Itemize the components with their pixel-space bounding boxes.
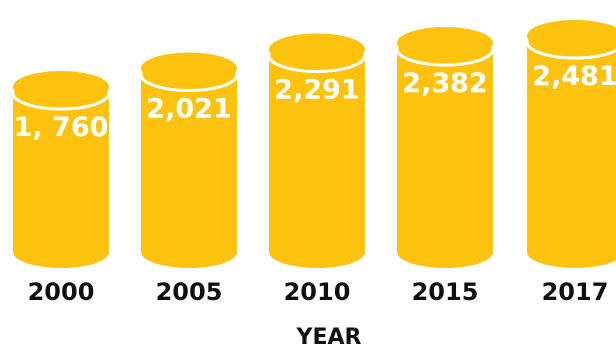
bar-top [13,71,109,103]
bar-top [141,52,237,85]
bar-base [527,236,616,268]
value-label: 2,481 [532,61,616,92]
x-axis-title: YEAR [296,325,362,350]
x-tick-label: 2015 [412,278,479,306]
x-tick-label: 2000 [28,278,95,306]
bar-base [269,236,365,268]
value-label: 2,291 [274,74,359,105]
bar-body [397,44,493,252]
bar-body [141,69,237,252]
bar-top [269,33,365,66]
bar-top [527,20,616,52]
value-label: 2,382 [402,68,487,99]
bar-body [13,88,109,252]
bar-body [527,37,616,252]
value-labels: 1, 760 2,021 2,291 2,382 2,481 [14,61,616,143]
x-tick-label: 2017 [542,278,609,306]
x-axis-ticks: 2000 2005 2010 2015 2017 [28,278,609,306]
bar-base [13,236,109,268]
x-tick-label: 2005 [156,278,223,306]
bar-2010 [267,33,367,268]
bar-top [397,27,493,60]
value-label: 1, 760 [14,112,109,143]
bar-base [141,236,237,268]
value-label: 2,021 [146,94,231,125]
x-tick-label: 2010 [284,278,351,306]
bar-2015 [395,27,495,268]
bar-body [269,50,365,252]
bar-2000 [11,71,111,268]
bar-2017 [525,20,616,268]
bar-base [397,236,493,268]
bar-2005 [139,52,239,268]
bars [11,20,616,268]
